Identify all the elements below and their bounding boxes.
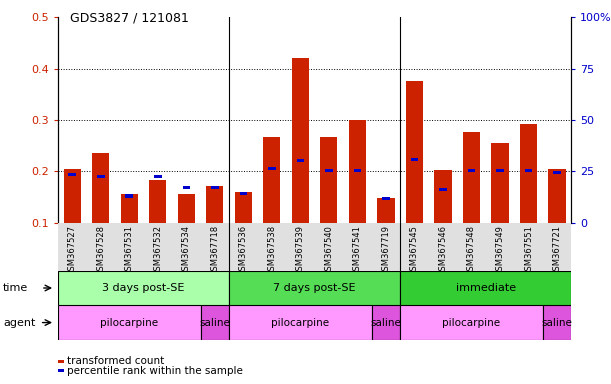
Bar (549, 169, 566, 223)
Text: saline: saline (199, 318, 230, 328)
Text: GSM367719: GSM367719 (381, 225, 390, 276)
Bar (439, 188, 447, 191)
Bar (400, 305, 543, 340)
Text: 7 days post-SE: 7 days post-SE (273, 283, 356, 293)
Bar (434, 170, 452, 223)
Text: GSM367538: GSM367538 (268, 225, 276, 276)
Bar (68, 174, 76, 177)
Text: GSM367536: GSM367536 (239, 225, 248, 276)
Text: time: time (3, 283, 28, 293)
Bar (463, 132, 480, 223)
Text: agent: agent (3, 318, 35, 328)
Bar (240, 192, 247, 195)
Text: GSM367532: GSM367532 (153, 225, 163, 276)
Text: GSM367539: GSM367539 (296, 225, 305, 276)
Bar (64, 169, 81, 223)
Bar (125, 194, 133, 197)
Text: GSM367549: GSM367549 (496, 225, 505, 276)
Bar (229, 271, 400, 305)
Bar (207, 186, 224, 223)
Bar (349, 120, 366, 223)
Bar (525, 169, 532, 172)
Bar (229, 305, 371, 340)
Text: percentile rank within the sample: percentile rank within the sample (67, 366, 243, 376)
Bar (491, 143, 508, 223)
Text: GSM367548: GSM367548 (467, 225, 476, 276)
Bar (58, 305, 200, 340)
Bar (520, 124, 537, 223)
Bar (263, 137, 280, 223)
Text: GSM367721: GSM367721 (552, 225, 562, 276)
Text: pilocarpine: pilocarpine (100, 318, 158, 328)
Bar (411, 158, 419, 161)
Text: GSM367546: GSM367546 (439, 225, 447, 276)
Text: GSM367718: GSM367718 (210, 225, 219, 276)
Bar (211, 186, 219, 189)
Bar (200, 305, 229, 340)
Bar (178, 194, 195, 223)
Text: pilocarpine: pilocarpine (271, 318, 329, 328)
Bar (553, 171, 561, 174)
Text: GSM367534: GSM367534 (182, 225, 191, 276)
Bar (320, 137, 337, 223)
Bar (400, 271, 571, 305)
Bar (183, 186, 190, 189)
Bar (149, 180, 166, 223)
Text: GSM367540: GSM367540 (324, 225, 334, 276)
Bar (154, 175, 162, 178)
Bar (467, 169, 475, 172)
Bar (58, 360, 65, 363)
Text: saline: saline (541, 318, 573, 328)
Bar (543, 305, 571, 340)
Bar (121, 194, 138, 223)
Text: 3 days post-SE: 3 days post-SE (103, 283, 185, 293)
Bar (268, 167, 276, 170)
Bar (406, 81, 423, 223)
Bar (92, 153, 109, 223)
Text: GSM367545: GSM367545 (410, 225, 419, 276)
Text: pilocarpine: pilocarpine (442, 318, 500, 328)
Bar (58, 369, 65, 372)
Bar (292, 58, 309, 223)
Text: immediate: immediate (456, 283, 516, 293)
Text: transformed count: transformed count (67, 356, 164, 366)
Bar (235, 192, 252, 223)
Text: GSM367528: GSM367528 (97, 225, 105, 276)
Bar (296, 159, 304, 162)
Text: saline: saline (370, 318, 401, 328)
Bar (97, 175, 104, 178)
Bar (382, 197, 390, 200)
Text: GDS3827 / 121081: GDS3827 / 121081 (70, 12, 189, 25)
Text: GSM367531: GSM367531 (125, 225, 134, 276)
Bar (496, 169, 504, 172)
Bar (354, 169, 361, 172)
Bar (378, 198, 395, 223)
Text: GSM367551: GSM367551 (524, 225, 533, 276)
Bar (58, 271, 229, 305)
Text: GSM367541: GSM367541 (353, 225, 362, 276)
Text: GSM367527: GSM367527 (68, 225, 77, 276)
Bar (325, 169, 333, 172)
Bar (371, 305, 400, 340)
